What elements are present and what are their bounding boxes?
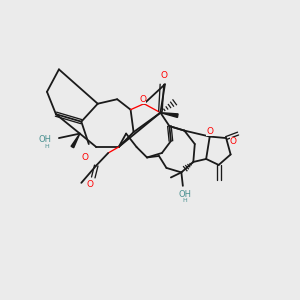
Text: O: O: [161, 71, 168, 80]
Text: OH: OH: [38, 135, 51, 144]
Text: O: O: [206, 127, 213, 136]
Text: H: H: [183, 198, 188, 203]
Text: O: O: [87, 180, 94, 189]
Polygon shape: [71, 134, 80, 148]
Text: H: H: [45, 144, 50, 149]
Text: O: O: [230, 136, 236, 146]
Text: O: O: [82, 153, 89, 162]
Text: OH: OH: [179, 190, 192, 199]
Text: O: O: [139, 95, 146, 104]
Polygon shape: [160, 113, 178, 117]
